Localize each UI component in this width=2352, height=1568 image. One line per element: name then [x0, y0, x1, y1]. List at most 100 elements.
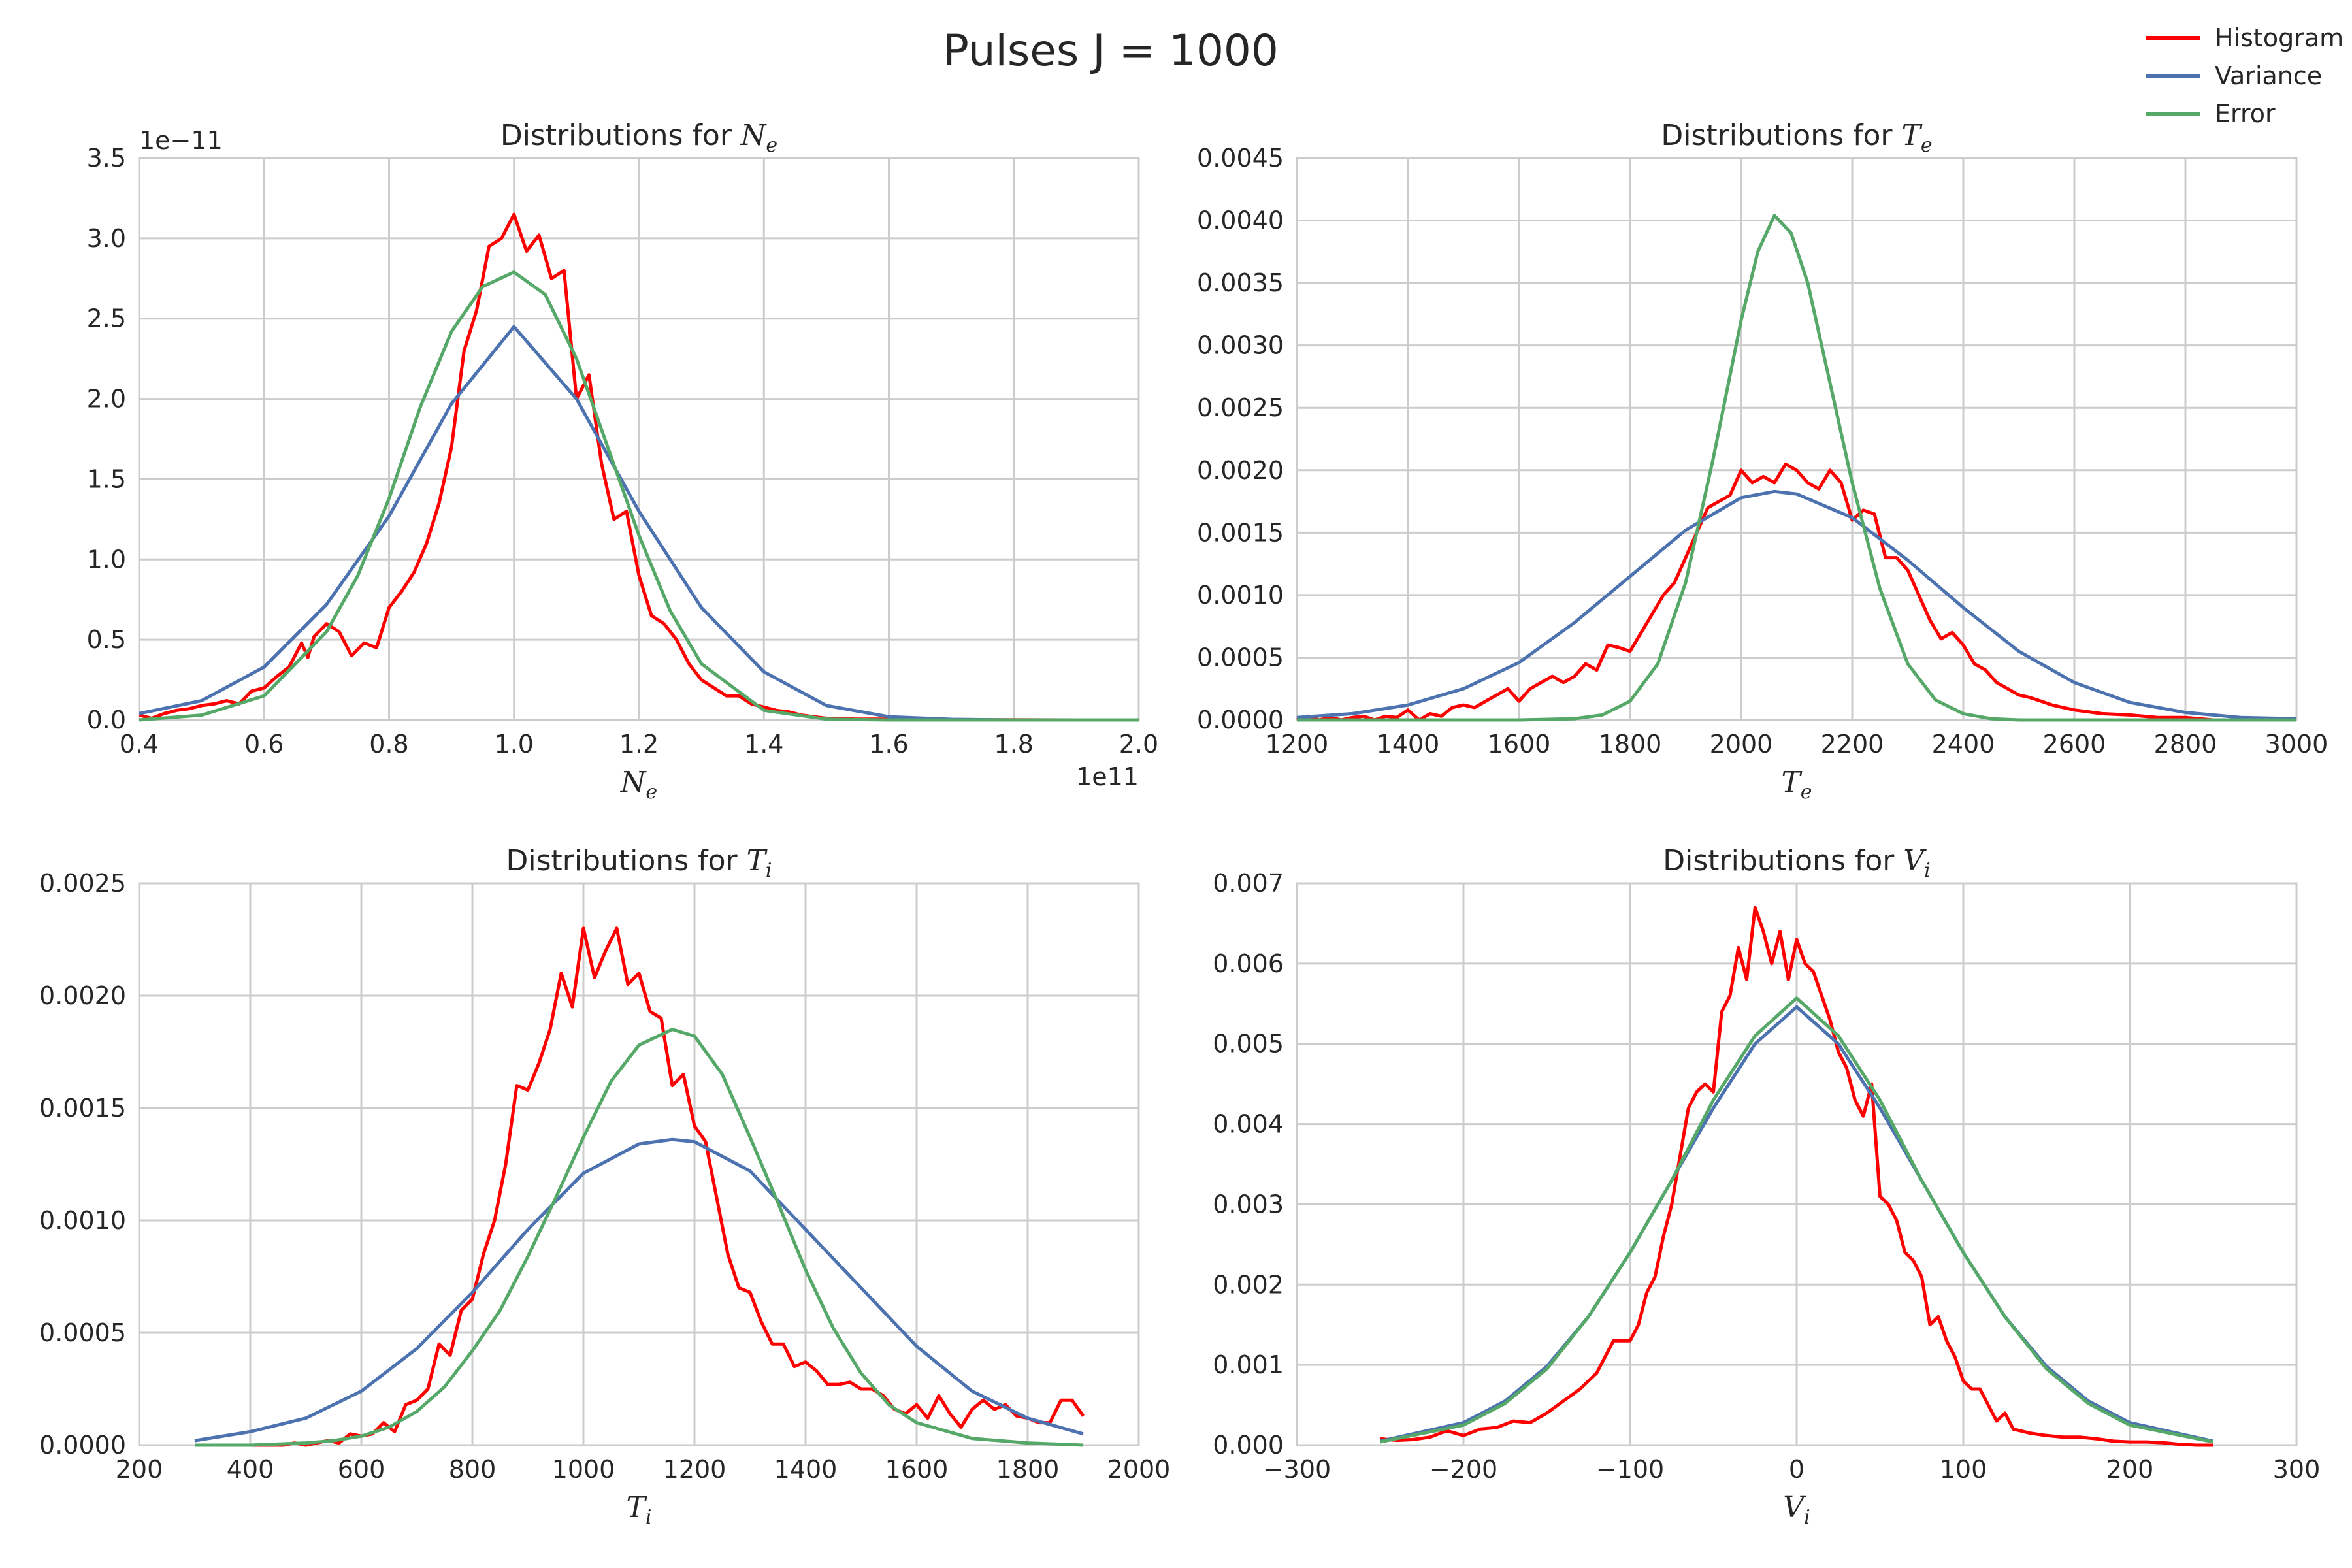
- y-tick-label: 2.0: [87, 385, 126, 414]
- y-tick-label: 0.004: [1213, 1110, 1284, 1139]
- y-offset-label: 1e−11: [139, 126, 223, 155]
- x-tick-label: 1400: [1377, 730, 1440, 759]
- legend-label-error: Error: [2215, 99, 2276, 128]
- y-tick-label: 0.0000: [39, 1431, 126, 1460]
- gridlines: [138, 157, 1140, 721]
- subplot-title-variable: V: [1903, 844, 1927, 877]
- subplot-title-subscript: e: [1921, 134, 1933, 157]
- subplot-title-subscript: e: [766, 134, 777, 157]
- x-tick-label: 2400: [1932, 730, 1995, 759]
- x-tick-label: 100: [1940, 1455, 1987, 1484]
- x-axis-label: Te: [1781, 766, 1812, 804]
- legend: Histogram Variance Error: [2146, 24, 2344, 128]
- x-tick-label: 1800: [1599, 730, 1662, 759]
- plot-frame: [138, 157, 1140, 721]
- legend-label-histogram: Histogram: [2215, 24, 2344, 52]
- x-tick-label: 2200: [1821, 730, 1884, 759]
- y-tick-label: 0.0005: [39, 1318, 126, 1347]
- y-tick-label: 1.5: [87, 465, 126, 493]
- y-tick-label: 0.5: [87, 625, 126, 654]
- subplot-title-text: Distributions for: [1663, 844, 1903, 877]
- subplot-title-text: Distributions for: [500, 119, 741, 152]
- y-tick-label: 0.0010: [1197, 581, 1284, 610]
- x-tick-label: 2800: [2154, 730, 2217, 759]
- x-tick-label: −100: [1596, 1455, 1664, 1484]
- x-axis-label-variable: N: [620, 766, 647, 799]
- y-tick-label: 0.0015: [1197, 518, 1284, 547]
- y-tick-label: 0.0045: [1197, 144, 1284, 172]
- series-line-variance: [1296, 489, 2297, 721]
- legend-label-variance: Variance: [2215, 61, 2322, 90]
- x-tick-label: 400: [227, 1455, 274, 1484]
- x-axis-label: Vi: [1783, 1491, 1810, 1529]
- x-tick-label: −200: [1429, 1455, 1497, 1484]
- x-tick-label: −300: [1263, 1455, 1331, 1484]
- series-line-error: [139, 270, 1139, 722]
- y-tick-label: 0.0005: [1197, 643, 1284, 672]
- subplot-title-text: Distributions for: [1661, 119, 1901, 152]
- x-tick-label: 1800: [996, 1455, 1060, 1484]
- y-tick-label: 0.005: [1213, 1030, 1284, 1058]
- y-tick-label: 0.0020: [39, 981, 126, 1010]
- x-tick-label: 1200: [1266, 730, 1329, 759]
- figure-title: Pulses J = 1000: [943, 25, 1279, 76]
- subplot-title-variable: N: [740, 119, 767, 152]
- x-axis-label-subscript: e: [1801, 781, 1812, 804]
- x-tick-label: 1600: [1488, 730, 1551, 759]
- x-tick-label: 800: [449, 1455, 497, 1484]
- subplot-2: 1200 1400 1600 1800 2000 2200 2400 2600 2800 3000…: [1197, 119, 2328, 804]
- x-tick-label: 1.6: [869, 730, 908, 759]
- x-tick-label: 2.0: [1119, 730, 1158, 759]
- x-tick-label: 1.8: [994, 730, 1034, 759]
- y-tick-label: 0.0035: [1197, 269, 1284, 297]
- y-tick-label: 0.001: [1213, 1350, 1284, 1379]
- x-tick-label: 1400: [774, 1455, 838, 1484]
- y-tick-label: 0.002: [1213, 1270, 1284, 1299]
- x-tick-label: 2000: [1710, 730, 1773, 759]
- x-tick-label: 2600: [2043, 730, 2106, 759]
- subplot-title: Distributions for Vi: [1663, 844, 1930, 882]
- y-tick-label: 0.006: [1213, 949, 1284, 978]
- x-tick-label: 2000: [1107, 1455, 1171, 1484]
- x-tick-label: 600: [338, 1455, 385, 1484]
- gridlines: [1296, 157, 2298, 721]
- x-axis-label-subscript: e: [645, 781, 657, 804]
- series-line-histogram: [139, 212, 1139, 722]
- x-axis-label-variable: T: [1781, 766, 1803, 799]
- y-tick-label: 0.0: [87, 706, 126, 734]
- x-tick-label: 1.0: [495, 730, 534, 759]
- subplot-title-subscript: i: [766, 859, 772, 882]
- plot-frame: [1296, 882, 2298, 1446]
- y-tick-label: 3.0: [87, 224, 126, 253]
- series-line-variance: [194, 1137, 1084, 1443]
- x-offset-label: 1e11: [1076, 762, 1139, 791]
- x-tick-label: 1.2: [619, 730, 659, 759]
- x-tick-label: 3000: [2265, 730, 2328, 759]
- series-line-error: [1380, 996, 2213, 1444]
- y-tick-label: 0.0015: [39, 1094, 126, 1122]
- x-tick-label: 1200: [663, 1455, 727, 1484]
- plot-frame: [1296, 157, 2298, 721]
- y-tick-label: 1.0: [87, 545, 126, 574]
- y-tick-label: 0.0000: [1197, 706, 1284, 734]
- y-tick-label: 0.0020: [1197, 456, 1284, 485]
- y-tick-label: 0.0025: [39, 869, 126, 898]
- x-tick-label: 0.8: [369, 730, 408, 759]
- plot-frame: [138, 882, 1140, 1446]
- x-axis-label: Ne: [620, 766, 657, 804]
- series-line-error: [195, 1028, 1084, 1447]
- series-line-error: [1297, 214, 2296, 722]
- series-line-histogram: [195, 926, 1085, 1447]
- x-tick-label: 300: [2273, 1455, 2321, 1484]
- x-tick-label: 0.6: [244, 730, 284, 759]
- y-tick-label: 0.0025: [1197, 393, 1284, 422]
- y-tick-label: 3.5: [87, 144, 126, 172]
- gridlines: [1296, 882, 2298, 1446]
- series-line-histogram: [1296, 462, 2296, 722]
- y-tick-label: 0.0010: [39, 1206, 126, 1235]
- subplot-title-variable: T: [1901, 119, 1923, 152]
- subplot-title: Distributions for Ne: [500, 119, 777, 157]
- y-tick-label: 0.0030: [1197, 331, 1284, 360]
- x-axis-label-variable: V: [1783, 1491, 1806, 1524]
